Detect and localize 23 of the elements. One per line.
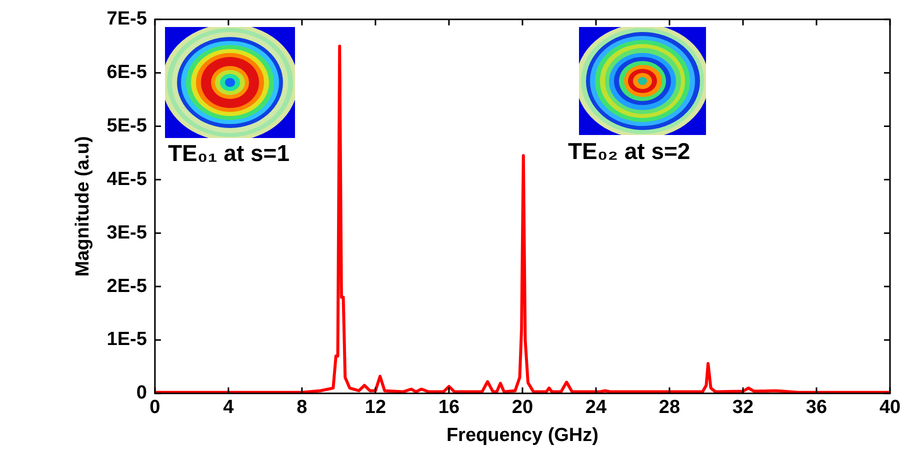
x-axis-title: Frequency (GHz) xyxy=(446,424,598,446)
y-axis-title: Magnitude (a.u) xyxy=(72,136,94,277)
x-tick-label: 40 xyxy=(879,397,901,418)
y-tick-label: 3E-5 xyxy=(106,222,148,244)
y-tick-label: 0 xyxy=(136,382,147,404)
x-tick-label: 20 xyxy=(512,397,534,418)
x-tick-label: 28 xyxy=(658,397,680,418)
y-tick-label: 5E-5 xyxy=(106,115,148,136)
y-tick-label: 4E-5 xyxy=(106,168,148,190)
x-tick-label: 32 xyxy=(732,397,754,418)
x-tick-label: 8 xyxy=(296,397,308,418)
x-tick-label: 24 xyxy=(585,397,607,418)
x-tick-label: 36 xyxy=(806,397,828,418)
y-tick-label: 2E-5 xyxy=(106,276,148,297)
x-tick-label: 12 xyxy=(364,397,386,418)
y-tick-label: 6E-5 xyxy=(106,62,148,84)
x-tick-label: 4 xyxy=(223,397,234,418)
y-tick-label: 1E-5 xyxy=(106,329,148,350)
y-tick-label: 7E-5 xyxy=(106,8,148,30)
x-tick-label: 16 xyxy=(438,397,460,418)
annotation: TE₀₂ at s=2 xyxy=(568,138,690,165)
x-tick-label: 0 xyxy=(150,397,160,418)
annotation: TE₀₁ at s=1 xyxy=(168,140,290,167)
